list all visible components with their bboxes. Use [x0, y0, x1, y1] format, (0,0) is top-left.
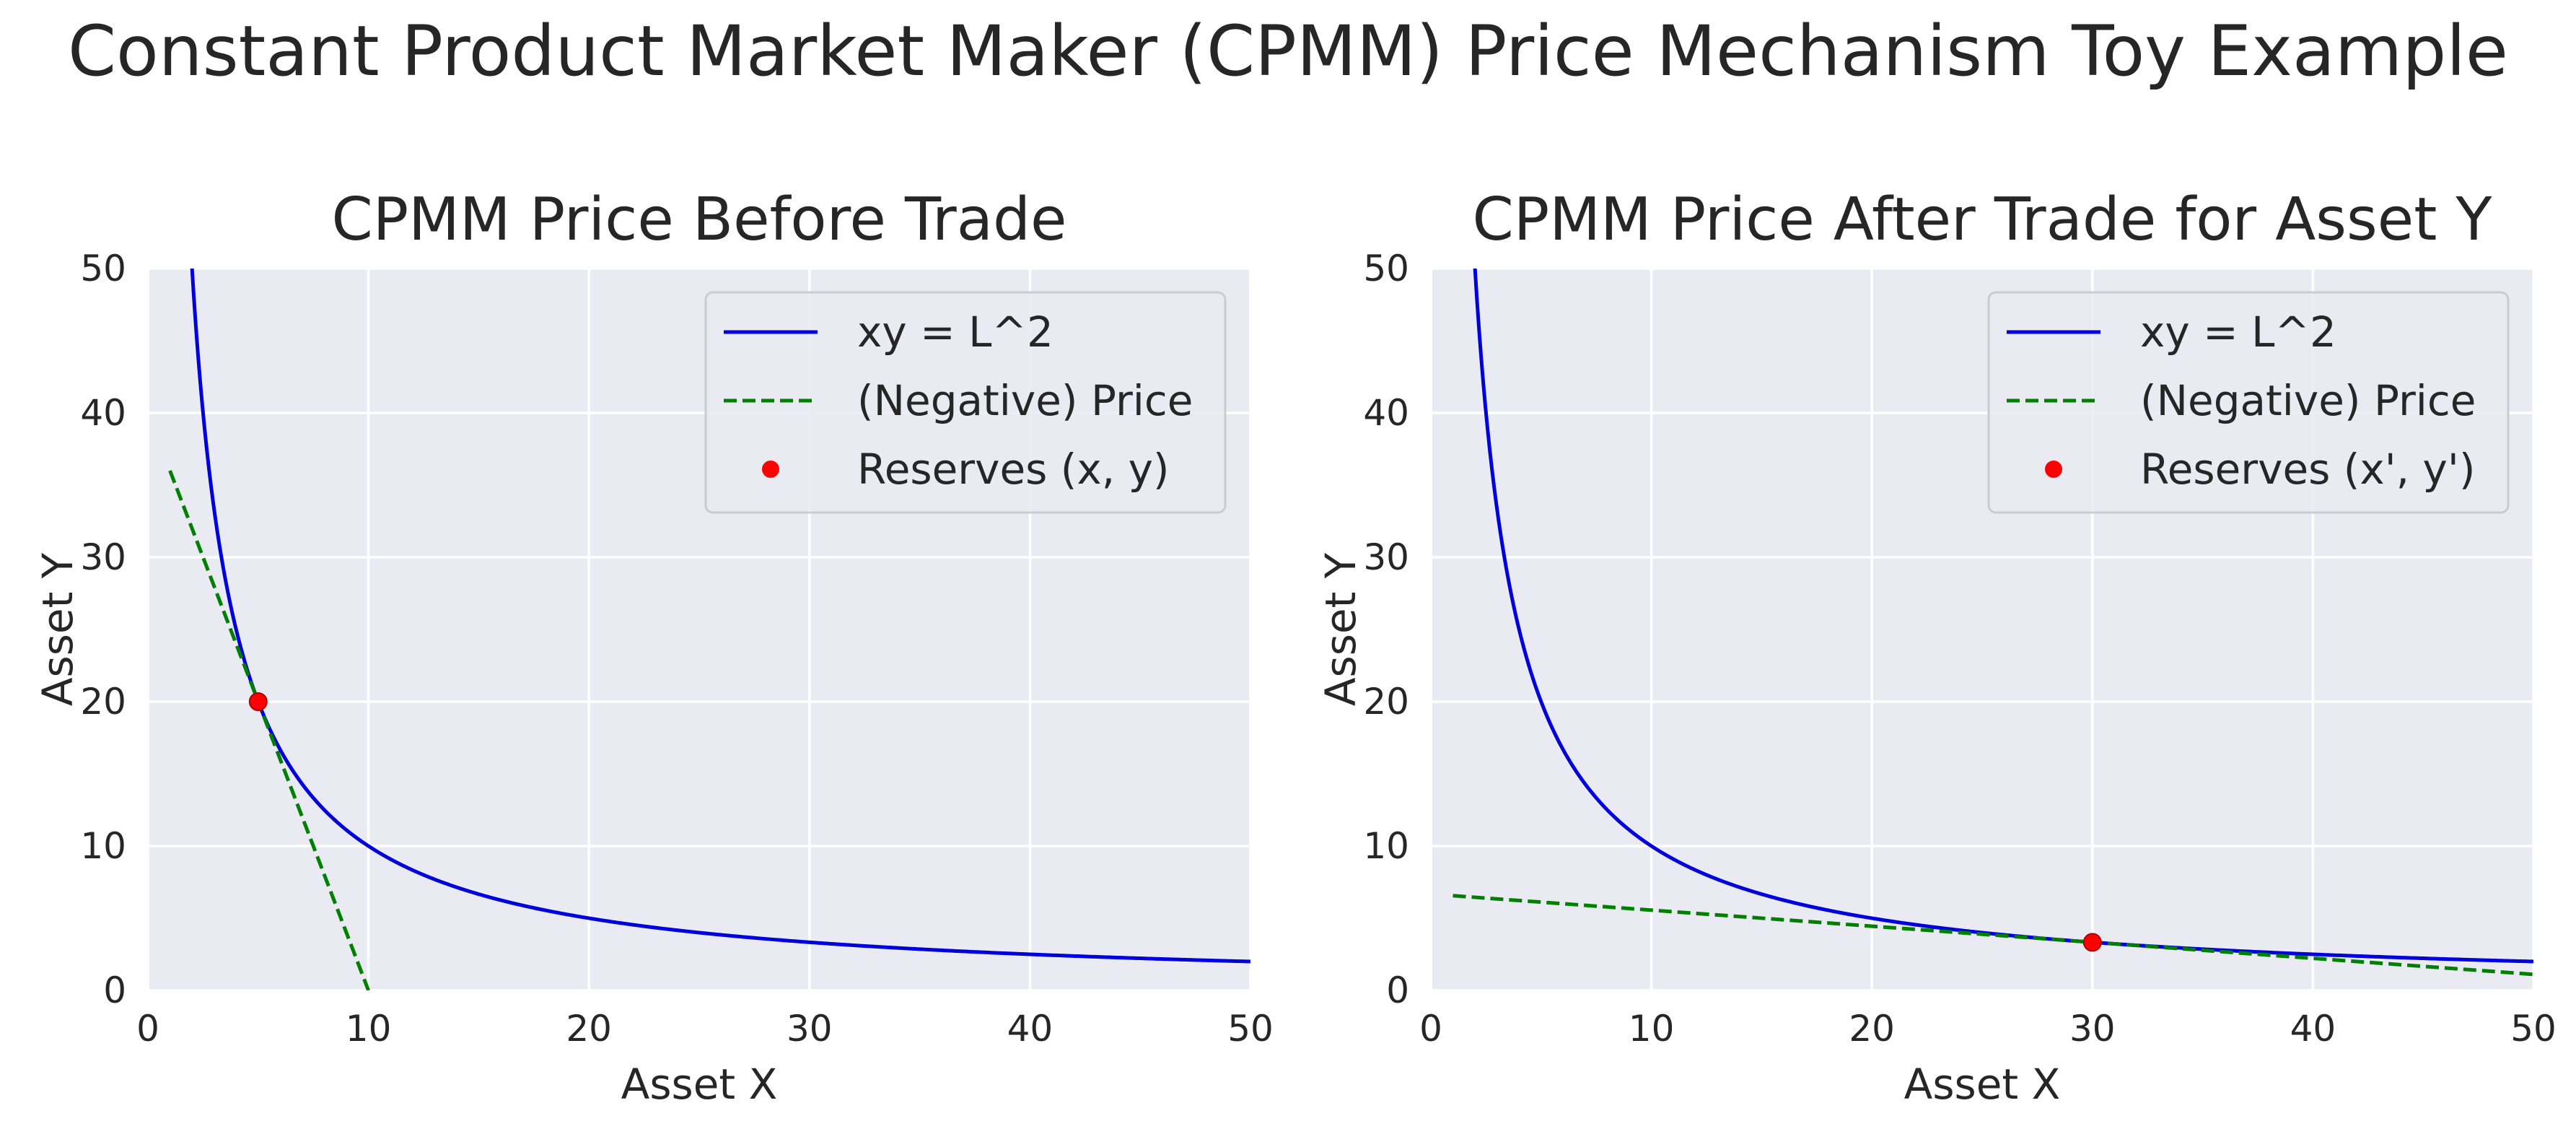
legend-label: Reserves (x, y) — [857, 445, 1170, 494]
y-axis-label: Asset Y — [1316, 552, 1365, 706]
y-tick-label: 30 — [1363, 536, 1409, 578]
y-tick-label: 20 — [80, 681, 126, 723]
y-tick-label: 10 — [1363, 825, 1409, 867]
series-line-negative-price — [1453, 894, 2533, 977]
reserve-point-marker — [2082, 933, 2102, 952]
axes-before-trade: 0 10 20 30 40 50 0 10 20 30 40 50 Asset X Asset Y CPMM… — [33, 186, 1274, 1109]
x-tick-label: 50 — [1227, 1008, 1274, 1050]
axes-title: CPMM Price Before Trade — [331, 186, 1066, 254]
reserve-point-marker — [248, 692, 268, 711]
y-tick-label: 20 — [1363, 681, 1409, 723]
y-tick-label: 50 — [80, 248, 126, 289]
y-tick-label: 0 — [1386, 969, 1409, 1011]
y-tick-label: 10 — [80, 825, 126, 867]
x-tick-label: 10 — [346, 1008, 392, 1050]
x-tick-label: 10 — [1629, 1008, 1675, 1050]
legend-label: xy = L^2 — [2140, 308, 2336, 357]
y-tick-label: 40 — [1363, 392, 1409, 434]
series-curve-xy-l2 — [1473, 269, 2533, 964]
x-tick-label: 20 — [566, 1008, 612, 1050]
series-curve-xy-l2 — [190, 269, 1250, 964]
legend-label: (Negative) Price — [857, 376, 1193, 425]
y-tick-label: 30 — [80, 536, 126, 578]
legend-label: (Negative) Price — [2140, 376, 2476, 425]
legend-frame — [1987, 291, 2510, 514]
y-tick-label: 40 — [80, 392, 126, 434]
x-tick-label: 30 — [2069, 1008, 2116, 1050]
x-tick-label: 20 — [1849, 1008, 1895, 1050]
legend: xy = L^2 (Negative) Price Reserves (x', y'… — [1987, 291, 2510, 514]
legend-label: xy = L^2 — [857, 308, 1053, 357]
y-tick-label: 0 — [103, 969, 126, 1011]
y-tick-label: 50 — [1363, 248, 1409, 289]
x-tick-label: 40 — [1007, 1008, 1053, 1050]
x-tick-label: 50 — [2510, 1008, 2557, 1050]
legend-frame — [704, 291, 1227, 514]
plot-area — [168, 269, 1250, 990]
legend: xy = L^2 (Negative) Price Reserves (x, y) — [704, 291, 1227, 514]
legend-label: Reserves (x', y') — [2140, 445, 2475, 494]
x-axis-label: Asset X — [1904, 1060, 2061, 1109]
legend-handle-point — [762, 461, 779, 478]
x-tick-label: 0 — [136, 1008, 159, 1050]
axes-title: CPMM Price After Trade for Asset Y — [1472, 186, 2492, 254]
y-axis-label: Asset Y — [33, 552, 82, 706]
x-axis-label: Asset X — [621, 1060, 778, 1109]
legend-handle-point — [2045, 461, 2062, 478]
x-tick-label: 0 — [1419, 1008, 1442, 1050]
x-tick-label: 40 — [2290, 1008, 2336, 1050]
figure-suptitle: Constant Product Market Maker (CPMM) Pri… — [68, 11, 2508, 92]
plot-area — [1453, 269, 2533, 977]
x-tick-label: 30 — [787, 1008, 833, 1050]
axes-after-trade: 0 10 20 30 40 50 0 10 20 30 40 50 Asset X Asset Y CPMM… — [1316, 186, 2557, 1109]
